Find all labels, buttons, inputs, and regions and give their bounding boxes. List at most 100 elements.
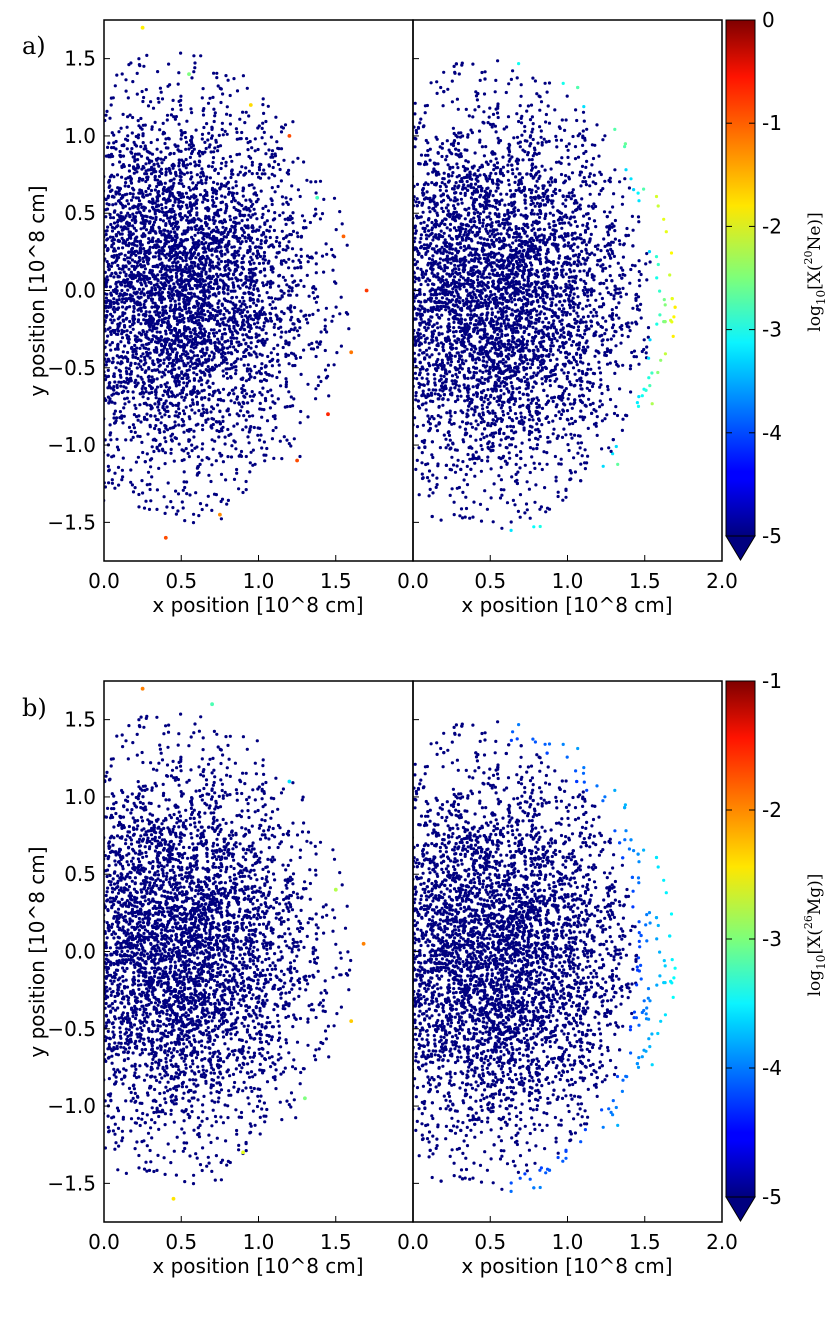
scatter-point bbox=[287, 442, 291, 446]
scatter-point bbox=[216, 337, 220, 341]
scatter-point bbox=[134, 253, 138, 257]
scatter-point bbox=[246, 148, 250, 152]
scatter-point bbox=[289, 197, 293, 201]
scatter-point bbox=[125, 199, 129, 203]
scatter-point bbox=[234, 184, 238, 188]
scatter-point bbox=[154, 251, 158, 255]
scatter-point bbox=[608, 264, 612, 268]
scatter-point bbox=[121, 154, 126, 158]
scatter-point bbox=[226, 427, 230, 432]
scatter-point bbox=[575, 118, 579, 123]
scatter-point bbox=[138, 191, 142, 195]
scatter-point bbox=[250, 336, 254, 340]
scatter-point bbox=[269, 316, 273, 320]
scatter-point bbox=[254, 345, 258, 349]
scatter-point bbox=[246, 249, 250, 253]
scatter-point bbox=[198, 193, 203, 197]
scatter-point bbox=[241, 428, 245, 432]
scatter-point bbox=[189, 427, 193, 432]
scatter-point bbox=[192, 387, 196, 391]
scatter-point bbox=[277, 370, 282, 374]
scatter-point bbox=[171, 358, 176, 362]
scatter-point bbox=[182, 470, 186, 474]
scatter-point bbox=[123, 241, 127, 245]
scatter-point bbox=[131, 435, 135, 439]
scatter-point bbox=[222, 323, 226, 327]
scatter-point bbox=[199, 231, 203, 235]
scatter-point bbox=[234, 303, 238, 307]
scatter-point bbox=[271, 414, 275, 418]
scatter-point bbox=[109, 386, 113, 390]
scatter-point bbox=[223, 252, 227, 256]
scatter-point bbox=[227, 267, 231, 271]
scatter-point bbox=[112, 372, 116, 376]
scatter-point bbox=[219, 309, 223, 313]
scatter-point bbox=[182, 352, 186, 356]
scatter-point bbox=[196, 389, 200, 393]
scatter-point bbox=[194, 395, 199, 399]
scatter-point bbox=[230, 277, 234, 281]
scatter-point bbox=[201, 200, 205, 204]
scatter-point bbox=[224, 206, 229, 210]
scatter-point bbox=[221, 317, 225, 321]
scatter-point bbox=[148, 423, 152, 427]
scatter-point bbox=[249, 341, 253, 345]
scatter-point bbox=[174, 250, 178, 254]
scatter-point bbox=[112, 385, 116, 389]
scatter-point bbox=[249, 450, 253, 454]
scatter-point bbox=[209, 316, 214, 320]
scatter-point bbox=[116, 332, 120, 336]
scatter-point bbox=[251, 229, 255, 234]
scatter-point bbox=[109, 103, 113, 107]
scatter-point bbox=[242, 327, 246, 331]
scatter-point bbox=[211, 204, 215, 208]
scatter-point bbox=[114, 366, 118, 370]
scatter-point bbox=[146, 354, 150, 358]
scatter-point bbox=[229, 432, 233, 436]
scatter-point bbox=[228, 227, 233, 232]
scatter-point bbox=[125, 396, 129, 400]
scatter-point bbox=[262, 408, 266, 412]
scatter-point bbox=[174, 410, 178, 414]
scatter-point bbox=[197, 514, 201, 518]
scatter-point bbox=[237, 253, 241, 257]
scatter-point bbox=[177, 161, 181, 165]
scatter-point bbox=[178, 241, 182, 245]
scatter-point bbox=[201, 227, 205, 231]
scatter-point bbox=[240, 325, 244, 329]
scatter-point bbox=[654, 194, 659, 199]
scatter-point bbox=[262, 232, 266, 236]
scatter-point bbox=[229, 376, 233, 380]
scatter-point bbox=[219, 249, 223, 253]
scatter-point bbox=[123, 344, 127, 348]
scatter-point bbox=[280, 229, 284, 233]
scatter-point bbox=[125, 147, 129, 151]
scatter-point bbox=[100, 239, 103, 242]
scatter-point bbox=[218, 144, 223, 148]
scatter-point bbox=[179, 356, 183, 360]
scatter-point bbox=[162, 228, 166, 232]
scatter-point bbox=[113, 347, 118, 351]
scatter-point bbox=[158, 128, 162, 132]
scatter-point bbox=[149, 227, 154, 231]
scatter-point bbox=[218, 409, 222, 414]
scatter-point bbox=[198, 362, 202, 366]
scatter-point bbox=[188, 417, 192, 421]
scatter-point bbox=[267, 373, 271, 377]
scatter-point bbox=[109, 222, 113, 227]
scatter-point bbox=[203, 263, 207, 267]
scatter-point bbox=[111, 154, 115, 158]
scatter-point bbox=[185, 215, 190, 219]
scatter-point bbox=[185, 480, 189, 484]
scatter-point bbox=[124, 221, 129, 225]
scatter-point bbox=[168, 190, 172, 194]
edge-point bbox=[287, 134, 292, 138]
scatter-point bbox=[323, 318, 327, 322]
scatter-point bbox=[239, 278, 243, 282]
scatter-point bbox=[304, 317, 308, 321]
scatter-point bbox=[201, 278, 205, 282]
scatter-point bbox=[106, 265, 110, 269]
scatter-point bbox=[266, 280, 270, 284]
scatter-point bbox=[252, 393, 256, 397]
scatter-point bbox=[153, 426, 157, 431]
